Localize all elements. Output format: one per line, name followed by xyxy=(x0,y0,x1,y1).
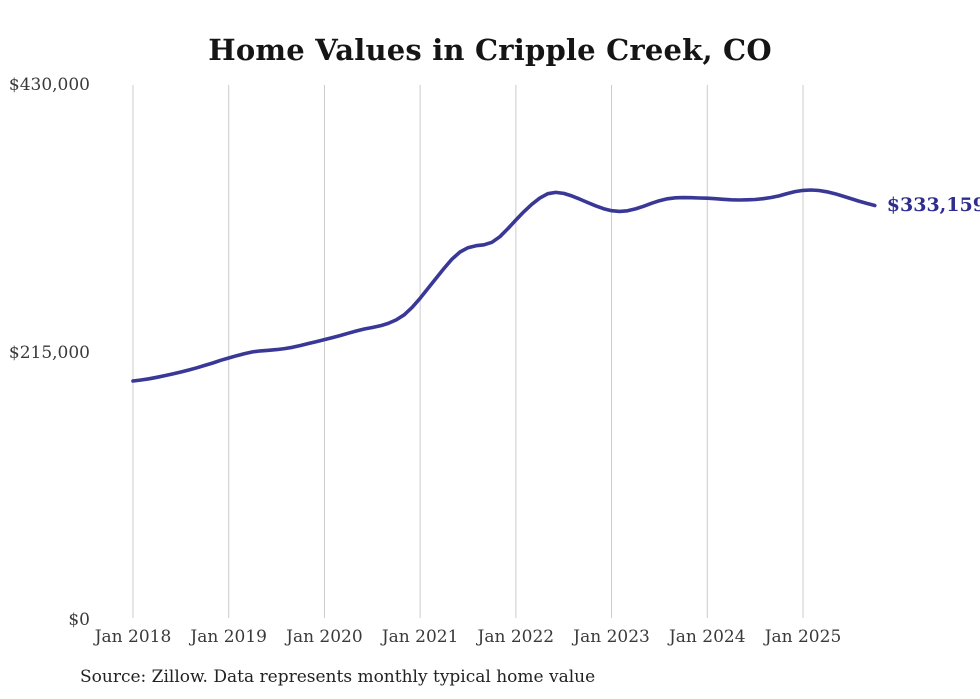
x-axis-tick-label: Jan 2022 xyxy=(477,627,555,647)
x-axis-tick-label: Jan 2021 xyxy=(381,627,459,647)
y-axis-tick-label: $0 xyxy=(68,610,90,630)
home-value-line xyxy=(131,188,877,383)
x-axis-tick-label: Jan 2025 xyxy=(764,627,842,647)
x-axis-tick-label: Jan 2020 xyxy=(286,627,363,647)
source-note: Source: Zillow. Data represents monthly … xyxy=(80,667,596,687)
latest-value-label: $333,159 xyxy=(886,194,980,217)
x-axis-tick-label: Jan 2024 xyxy=(668,627,746,647)
y-axis-tick-label: $215,000 xyxy=(8,342,90,363)
x-axis-tick-label: Jan 2019 xyxy=(190,627,267,647)
x-axis-tick-label: Jan 2018 xyxy=(94,627,172,647)
chart-title: Home Values in Cripple Creek, CO xyxy=(208,33,772,67)
x-axis-tick-label: Jan 2023 xyxy=(573,627,650,647)
y-axis-tick-label: $430,000 xyxy=(8,75,90,95)
